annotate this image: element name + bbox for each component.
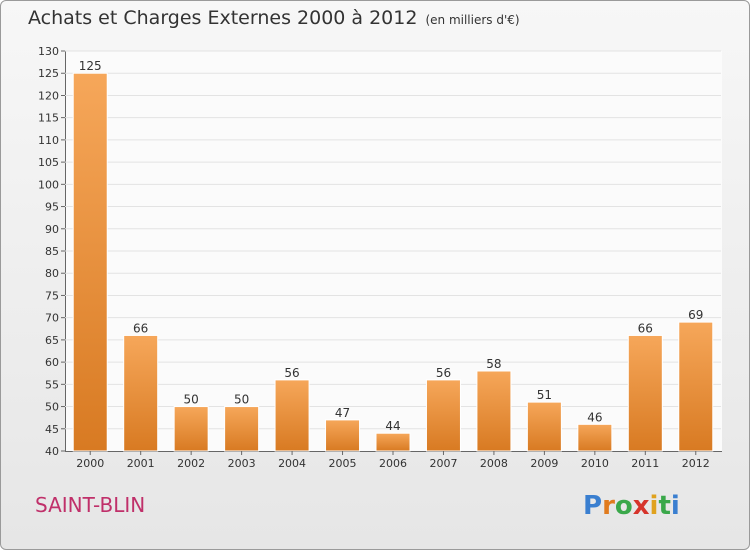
bar-2005 [325,419,361,452]
logo-letter: i [670,491,680,521]
y-tick-label: 110 [38,134,59,147]
x-tick-label-2005: 2005 [329,457,357,470]
bar-2001 [123,334,159,452]
x-tick-label-2009: 2009 [530,457,558,470]
bar-2004 [274,379,310,452]
x-tick-label-2003: 2003 [228,457,256,470]
y-tick-label: 90 [45,223,59,236]
logo-letter: P [583,491,603,521]
y-tick-label: 100 [38,178,59,191]
x-tick-label-2004: 2004 [278,457,306,470]
y-tick-label: 60 [45,356,59,369]
x-tick-label-2008: 2008 [480,457,508,470]
logo-letter: t [658,491,671,521]
bar-2007 [425,379,461,452]
y-tick-label: 95 [45,201,59,214]
y-tick-label: 105 [38,156,59,169]
x-tick-label-2010: 2010 [581,457,609,470]
y-tick-label: 85 [45,245,59,258]
data-label-2002: 50 [184,393,199,407]
logo-letter: x [632,491,650,521]
data-label-2001: 66 [133,321,148,335]
x-tick-label-2007: 2007 [429,457,457,470]
bar-2008 [476,370,512,452]
bar-2012 [678,321,714,452]
y-tick-label: 120 [38,89,59,102]
logo-letter: r [602,491,615,521]
data-label-2000: 125 [79,59,102,73]
bar-2000 [72,72,108,452]
y-tick-label: 115 [38,112,59,125]
logo-letter: o [614,491,633,521]
data-label-2005: 47 [335,406,350,420]
bar-2009 [526,401,562,452]
proxiti-logo: Proxiti [583,491,680,521]
data-label-2009: 51 [537,388,552,402]
y-tick-label: 55 [45,378,59,391]
data-label-2010: 46 [587,410,602,424]
x-tick-label-2002: 2002 [177,457,205,470]
x-tick-label-2001: 2001 [127,457,155,470]
data-label-2003: 50 [234,393,249,407]
y-tick-label: 130 [38,45,59,58]
y-tick-label: 65 [45,334,59,347]
data-label-2007: 56 [436,366,451,380]
y-tick-label: 50 [45,401,59,414]
x-tick-label-2000: 2000 [76,457,104,470]
data-label-2008: 58 [486,357,501,371]
y-tick-label: 80 [45,267,59,280]
commune-name: SAINT-BLIN [35,493,146,517]
bar-2006 [375,432,411,452]
y-tick-label: 125 [38,67,59,80]
y-tick-label: 40 [45,445,59,458]
data-label-2012: 69 [688,308,703,322]
data-label-2006: 44 [385,419,400,433]
chart-title: Achats et Charges Externes 2000 à 2012 (e… [28,7,520,29]
data-label-2011: 66 [638,321,653,335]
x-tick-label-2011: 2011 [631,457,659,470]
bar-2010 [577,423,613,452]
x-tick-label-2012: 2012 [682,457,710,470]
chart-title-text: Achats et Charges Externes 2000 à 2012 [28,7,418,29]
y-tick-label: 70 [45,312,59,325]
bar-2003 [224,406,260,452]
bar-2002 [173,406,209,452]
data-label-2004: 56 [284,366,299,380]
bar-2011 [627,334,663,452]
y-tick-label: 75 [45,289,59,302]
chart-unit: (en milliers d'€) [425,13,520,27]
x-tick-label-2006: 2006 [379,457,407,470]
logo-letter: i [649,491,659,521]
y-tick-label: 45 [45,423,59,436]
